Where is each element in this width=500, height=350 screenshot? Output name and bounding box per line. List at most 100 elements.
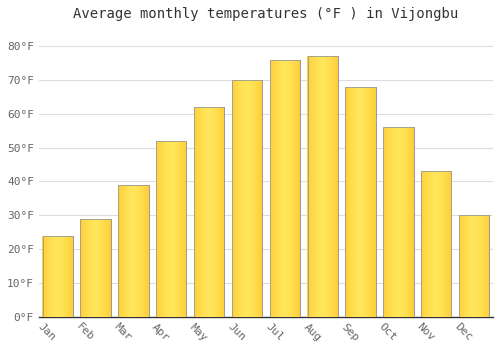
Bar <box>80 219 110 317</box>
Bar <box>459 215 490 317</box>
Bar <box>459 215 490 317</box>
Bar <box>92 219 94 317</box>
Bar <box>47 236 49 317</box>
Bar <box>250 80 252 317</box>
Bar <box>421 171 452 317</box>
Bar <box>220 107 222 317</box>
Bar <box>234 80 236 317</box>
Bar <box>284 60 286 317</box>
Bar <box>203 107 205 317</box>
Bar <box>100 219 102 317</box>
Bar <box>368 86 370 317</box>
Bar <box>350 86 352 317</box>
Bar <box>184 141 186 317</box>
Bar <box>386 127 388 317</box>
Bar <box>444 171 446 317</box>
Bar <box>388 127 390 317</box>
Bar <box>471 215 473 317</box>
Bar <box>324 56 326 317</box>
Bar <box>328 56 330 317</box>
Bar <box>210 107 212 317</box>
Bar <box>484 215 486 317</box>
Bar <box>384 127 386 317</box>
Bar <box>374 86 376 317</box>
Bar <box>360 86 362 317</box>
Bar <box>358 86 359 317</box>
Bar <box>403 127 404 317</box>
Bar <box>239 80 241 317</box>
Bar <box>156 141 186 317</box>
Bar <box>345 86 347 317</box>
Bar <box>247 80 248 317</box>
Bar <box>318 56 320 317</box>
Bar <box>322 56 324 317</box>
Bar <box>274 60 276 317</box>
Bar <box>462 215 464 317</box>
Bar <box>439 171 441 317</box>
Bar <box>270 60 300 317</box>
Bar <box>232 80 262 317</box>
Bar <box>346 86 348 317</box>
Bar <box>288 60 290 317</box>
Bar <box>438 171 440 317</box>
Bar <box>141 185 142 317</box>
Bar <box>271 60 273 317</box>
Bar <box>488 215 490 317</box>
Bar <box>395 127 397 317</box>
Title: Average monthly temperatures (°F ) in Vijongbu: Average monthly temperatures (°F ) in Vi… <box>74 7 458 21</box>
Bar <box>371 86 373 317</box>
Bar <box>176 141 178 317</box>
Bar <box>326 56 328 317</box>
Bar <box>48 236 50 317</box>
Bar <box>346 86 376 317</box>
Bar <box>71 236 73 317</box>
Bar <box>400 127 402 317</box>
Bar <box>118 185 120 317</box>
Bar <box>80 219 82 317</box>
Bar <box>260 80 262 317</box>
Bar <box>294 60 296 317</box>
Bar <box>450 171 452 317</box>
Bar <box>54 236 56 317</box>
Bar <box>194 107 196 317</box>
Bar <box>406 127 407 317</box>
Bar <box>102 219 103 317</box>
Bar <box>460 215 462 317</box>
Bar <box>56 236 58 317</box>
Bar <box>474 215 476 317</box>
Bar <box>68 236 70 317</box>
Bar <box>389 127 391 317</box>
Bar <box>103 219 105 317</box>
Bar <box>46 236 48 317</box>
Bar <box>242 80 244 317</box>
Bar <box>159 141 161 317</box>
Bar <box>174 141 176 317</box>
Bar <box>194 107 224 317</box>
Bar <box>108 219 110 317</box>
Bar <box>276 60 278 317</box>
Bar <box>204 107 206 317</box>
Bar <box>85 219 86 317</box>
Bar <box>128 185 130 317</box>
Bar <box>120 185 122 317</box>
Bar <box>314 56 316 317</box>
Bar <box>296 60 297 317</box>
Bar <box>398 127 400 317</box>
Bar <box>410 127 412 317</box>
Bar <box>354 86 356 317</box>
Bar <box>183 141 185 317</box>
Bar <box>486 215 488 317</box>
Bar <box>483 215 485 317</box>
Bar <box>244 80 246 317</box>
Bar <box>440 171 442 317</box>
Bar <box>236 80 238 317</box>
Bar <box>446 171 448 317</box>
Bar <box>464 215 465 317</box>
Bar <box>482 215 484 317</box>
Bar <box>286 60 288 317</box>
Bar <box>222 107 224 317</box>
Bar <box>158 141 160 317</box>
Bar <box>130 185 132 317</box>
Bar <box>124 185 126 317</box>
Bar <box>248 80 250 317</box>
